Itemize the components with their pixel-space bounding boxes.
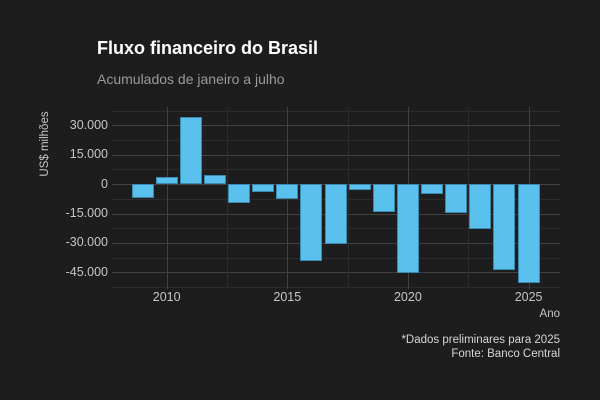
bar-2021	[421, 184, 444, 194]
bar-2014	[252, 184, 275, 193]
x-gridline-minor	[347, 107, 349, 289]
chart-title: Fluxo financeiro do Brasil	[97, 38, 319, 58]
bar-2022	[445, 184, 468, 213]
bar-2023	[469, 184, 492, 230]
y-tick-label: -45.000	[65, 264, 108, 279]
x-tick-label: 2010	[152, 290, 181, 304]
x-tick-label: 2025	[514, 290, 543, 304]
caption-line-2: Fonte: Banco Central	[451, 348, 560, 360]
bar-2016	[300, 184, 323, 262]
bar-2011	[179, 117, 202, 185]
y-tick-label: 15.000	[69, 147, 108, 162]
y-gridline-minor	[112, 139, 560, 141]
chart-panel	[112, 107, 560, 289]
y-gridline-minor	[112, 287, 560, 288]
chart-subtitle: Acumulados de janeiro a julho	[97, 71, 285, 87]
bar-2009	[131, 184, 154, 198]
bar-2025	[517, 184, 540, 283]
y-gridline-minor	[112, 257, 560, 259]
bar-2010	[155, 176, 178, 185]
y-gridline-major	[112, 272, 560, 274]
bar-2017	[324, 184, 347, 244]
bar-2012	[204, 175, 226, 184]
y-gridline-minor	[112, 110, 560, 112]
x-axis-title: Ano	[539, 308, 560, 320]
bar-2019	[372, 184, 395, 212]
y-gridline-major	[112, 125, 560, 127]
y-gridline-major	[112, 154, 560, 156]
y-tick-label: -30.000	[65, 235, 108, 250]
chart-caption: *Dados preliminares para 2025 Fonte: Ban…	[401, 333, 560, 361]
y-tick-label: 30.000	[69, 117, 108, 132]
bar-2013	[228, 184, 251, 203]
caption-line-1: *Dados preliminares para 2025	[401, 334, 560, 346]
y-tick-label: 0	[101, 176, 108, 191]
x-tick-label: 2015	[273, 290, 302, 304]
x-gridline-minor	[227, 107, 228, 289]
bar-2024	[493, 184, 516, 271]
y-gridline-minor	[112, 169, 560, 171]
y-tick-label: -15.000	[65, 206, 108, 220]
x-tick-label: 2020	[393, 290, 422, 304]
x-gridline-minor	[468, 107, 470, 289]
bar-2015	[276, 184, 299, 200]
bar-2020	[396, 184, 419, 274]
bar-2018	[348, 184, 371, 191]
x-gridline-major	[166, 107, 168, 289]
